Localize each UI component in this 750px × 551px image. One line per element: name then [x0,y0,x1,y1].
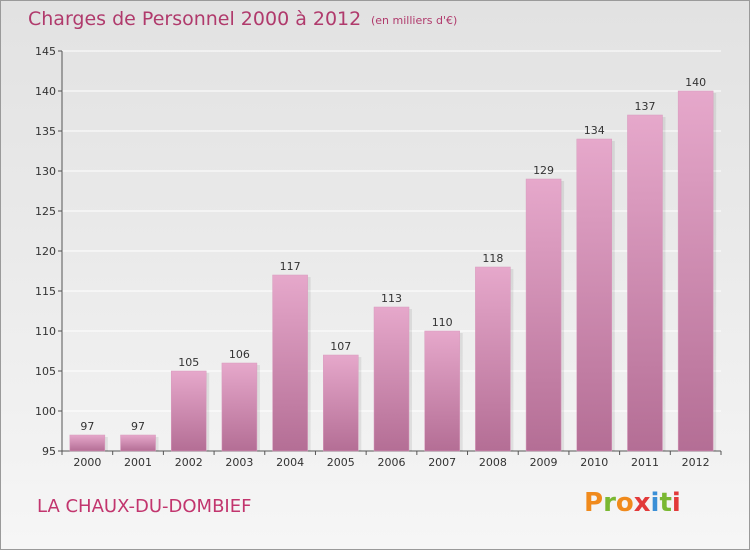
labels: 2000 97 2001 97 2002 105 2003 106 2004 117 2005 107… [73,76,709,469]
bar [120,434,156,452]
logo-letter: o [615,488,634,518]
logo-letter: i [650,488,660,518]
y-tick-label: 130 [35,165,56,178]
y-tick-label: 140 [35,85,56,98]
y-tick-label: 105 [35,365,56,378]
data-label: 137 [634,100,655,113]
bar [170,370,207,452]
data-label: 129 [533,164,554,177]
x-tick-label: 2009 [530,456,558,469]
data-label: 113 [381,292,402,305]
data-label: 106 [229,348,250,361]
data-label: 97 [80,420,94,433]
y-tick-label: 95 [42,445,56,458]
chart-subtitle: (en milliers d'€) [371,14,458,27]
x-tick-label: 2007 [428,456,456,469]
logo-letter: r [603,488,616,518]
x-tick-label: 2002 [175,456,203,469]
x-tick-label: 2001 [124,456,152,469]
x-tick-label: 2004 [276,456,304,469]
logo-letter: t [659,488,672,518]
chart-title: Charges de Personnel 2000 à 2012 [28,8,362,30]
logo-letter: x [633,488,651,518]
data-label: 117 [280,260,301,273]
bars [69,90,717,452]
data-label: 118 [482,252,503,265]
bar [475,266,511,452]
data-label: 107 [330,340,351,353]
x-tick-label: 2003 [225,456,253,469]
y-tick-label: 100 [35,405,56,418]
y-tick-label: 110 [35,325,56,338]
x-tick-label: 2010 [580,456,608,469]
data-label: 97 [131,420,145,433]
bar [69,434,106,452]
bar [627,114,663,452]
y-tick-label: 120 [35,245,56,258]
x-tick-label: 2000 [73,456,101,469]
proxiti-logo: Proxiti [584,488,681,518]
bar [525,178,562,452]
bar [272,274,308,452]
x-tick-label: 2012 [682,456,710,469]
x-tick-label: 2006 [378,456,406,469]
data-label: 134 [584,124,605,137]
data-label: 110 [432,316,453,329]
y-tick-label: 115 [35,285,56,298]
city-name: LA CHAUX-DU-DOMBIEF [37,496,252,517]
bar [576,138,613,452]
x-tick-label: 2008 [479,456,507,469]
bar [221,362,258,452]
bar [424,330,460,452]
logo-letter: i [671,488,681,518]
x-tick-label: 2005 [327,456,355,469]
logo-letter: P [584,488,604,518]
y-tick-label: 125 [35,205,56,218]
y-tick-label: 145 [35,45,56,58]
data-label: 105 [178,356,199,369]
bar [323,354,359,452]
bar [373,306,410,452]
y-tick-label: 135 [35,125,56,138]
x-tick-label: 2011 [631,456,659,469]
bar [677,90,714,452]
data-label: 140 [685,76,706,89]
